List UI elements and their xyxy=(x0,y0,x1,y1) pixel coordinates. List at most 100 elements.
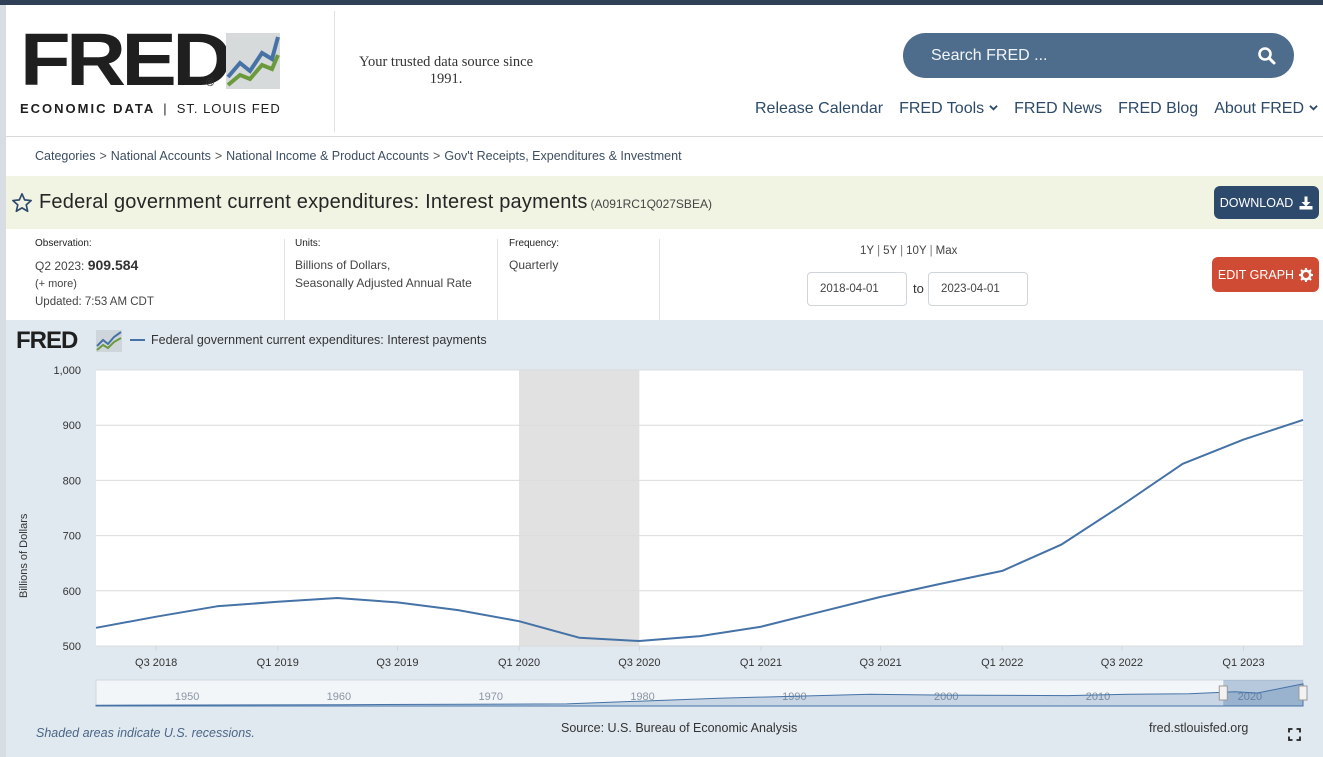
nav-label: FRED Tools xyxy=(899,100,985,117)
x-tick-label: Q3 2022 xyxy=(1101,657,1143,669)
nav-about-fred[interactable]: About FRED xyxy=(1214,98,1318,120)
range-separator: | xyxy=(877,245,881,257)
units-label: Units: xyxy=(295,238,321,249)
meta-divider xyxy=(497,239,498,320)
navigator-label: 1950 xyxy=(175,691,199,703)
navigator-handle-left[interactable] xyxy=(1218,685,1228,701)
range-max[interactable]: Max xyxy=(935,245,958,257)
breadcrumb-separator: > xyxy=(214,149,223,163)
navigator-label: 2020 xyxy=(1238,691,1262,703)
logo-wordmark: FRED xyxy=(20,18,232,101)
logo-chart-icon xyxy=(226,33,280,89)
navigator-label: 1960 xyxy=(327,691,351,703)
units-block: Units: Billions of Dollars, Seasonally A… xyxy=(295,238,472,292)
navigator-label: 2000 xyxy=(934,691,958,703)
units-line2: Seasonally Adjusted Annual Rate xyxy=(295,276,472,290)
logo-st-louis-fed: ST. LOUIS FED xyxy=(176,101,281,116)
chevron-down-icon xyxy=(989,105,998,111)
observation-value: 909.584 xyxy=(87,257,139,273)
end-date-input[interactable]: 2023-04-01 xyxy=(928,272,1028,306)
x-tick-label: Q1 2022 xyxy=(981,657,1023,669)
breadcrumb: Categories > National Accounts > National In… xyxy=(35,149,682,163)
range-1y[interactable]: 1Y xyxy=(860,245,875,257)
recession-note: Shaded areas indicate U.S. recessions. xyxy=(36,726,255,740)
breadcrumb-national-accounts[interactable]: National Accounts xyxy=(110,149,211,163)
graph-fred-logo: FRED xyxy=(16,327,78,354)
plot-area xyxy=(96,370,1303,646)
nav-fred-blog[interactable]: FRED Blog xyxy=(1118,98,1198,120)
navigator-label: 1970 xyxy=(478,691,502,703)
gear-icon xyxy=(1299,267,1314,282)
start-date-input[interactable]: 2018-04-01 xyxy=(807,272,907,306)
x-tick-label: Q3 2020 xyxy=(618,657,660,669)
download-icon xyxy=(1299,196,1313,209)
search-bar[interactable] xyxy=(903,33,1294,78)
fred-logo[interactable]: FRED ® ECONOMIC DATA | ST. LOUIS FED xyxy=(20,18,290,125)
nav-label: FRED News xyxy=(1014,100,1103,117)
frequency-label: Frequency: xyxy=(509,238,560,249)
y-tick-label: 700 xyxy=(63,531,81,543)
date-to-label: to xyxy=(913,281,924,296)
header-divider xyxy=(334,11,335,132)
site-link[interactable]: fred.stlouisfed.org xyxy=(1149,721,1249,735)
legend-label: Federal government current expenditures:… xyxy=(151,333,487,347)
main-nav: Release Calendar FRED Tools FRED News FR… xyxy=(755,98,1318,120)
observation-block: Observation: Q2 2023: 909.584 (+ more) U… xyxy=(35,238,154,311)
y-tick-label: 500 xyxy=(63,641,81,653)
y-tick-label: 900 xyxy=(63,420,81,432)
logo-economic-data: ECONOMIC DATA xyxy=(20,101,156,116)
window-left-edge xyxy=(0,5,6,757)
nav-label: About FRED xyxy=(1214,100,1304,117)
nav-release-calendar[interactable]: Release Calendar xyxy=(755,98,883,120)
navigator-series xyxy=(95,683,1304,707)
edit-graph-button[interactable]: EDIT GRAPH xyxy=(1212,257,1319,292)
tagline: Your trusted data source since 1991. xyxy=(358,54,534,87)
y-tick-label: 1,000 xyxy=(53,365,81,377)
x-tick-label: Q1 2023 xyxy=(1222,657,1264,669)
breadcrumb-separator: > xyxy=(99,149,107,163)
x-tick-label: Q3 2018 xyxy=(135,657,177,669)
nav-fred-news[interactable]: FRED News xyxy=(1014,98,1102,120)
range-10y[interactable]: 10Y xyxy=(906,245,927,257)
nav-fred-tools[interactable]: FRED Tools xyxy=(899,98,998,120)
logo-separator: | xyxy=(163,101,169,116)
observation-label: Observation: xyxy=(35,238,92,249)
source-note: Source: U.S. Bureau of Economic Analysis xyxy=(561,721,798,735)
nav-label: Release Calendar xyxy=(755,100,884,117)
site-header: FRED ® ECONOMIC DATA | ST. LOUIS FED Your … xyxy=(6,5,1323,137)
navigator-label: 1990 xyxy=(782,691,806,703)
units-line1: Billions of Dollars, xyxy=(295,258,391,272)
frequency-block: Frequency: Quarterly xyxy=(509,238,559,274)
range-separator: | xyxy=(900,245,904,257)
star-icon[interactable] xyxy=(11,192,33,214)
breadcrumb-categories[interactable]: Categories xyxy=(35,149,96,163)
search-input[interactable] xyxy=(931,33,1251,78)
observation-line: Q2 2023: 909.584 xyxy=(35,256,154,275)
download-button[interactable]: DOWNLOAD xyxy=(1214,186,1319,219)
legend-swatch xyxy=(130,339,145,341)
range-separator: | xyxy=(929,245,933,257)
series-title-text: Federal government current expenditures:… xyxy=(39,191,588,213)
nav-label: FRED Blog xyxy=(1118,100,1199,117)
series-title: Federal government current expenditures:… xyxy=(39,191,712,214)
x-tick-label: Q3 2019 xyxy=(376,657,418,669)
observation-period: Q2 2023: xyxy=(35,259,85,273)
x-tick-label: Q1 2020 xyxy=(498,657,540,669)
chart-legend: Federal government current expenditures:… xyxy=(130,333,487,347)
breadcrumb-nipa[interactable]: National Income & Product Accounts xyxy=(226,149,430,163)
fullscreen-icon[interactable] xyxy=(1288,728,1301,741)
navigator-label: 1980 xyxy=(630,691,654,703)
graph-logo-chart-icon xyxy=(96,330,122,352)
breadcrumb-govt-receipts[interactable]: Gov't Receipts, Expenditures & Investmen… xyxy=(444,149,682,163)
series-title-band: Federal government current expenditures:… xyxy=(6,176,1323,229)
more-observations-link[interactable]: (+ more) xyxy=(35,278,77,290)
search-icon[interactable] xyxy=(1257,46,1277,66)
y-tick-label: 800 xyxy=(63,475,81,487)
navigator-handle-right[interactable] xyxy=(1298,685,1308,701)
meta-divider xyxy=(284,239,285,320)
logo-subtitle: ECONOMIC DATA | ST. LOUIS FED xyxy=(20,101,281,116)
y-tick-label: 600 xyxy=(63,586,81,598)
range-5y[interactable]: 5Y xyxy=(883,245,898,257)
registered-mark: ® xyxy=(206,77,215,89)
line-chart[interactable]: 1,000 900 800 700 600 500 Q3 2018 Q1 2019 Q3 201… xyxy=(6,360,1323,710)
